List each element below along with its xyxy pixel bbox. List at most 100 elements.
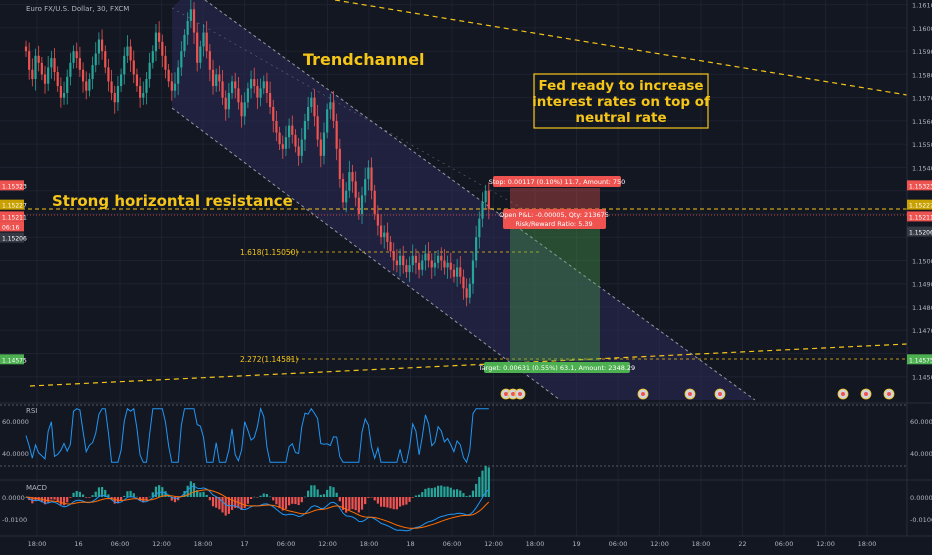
candle[interactable] (268, 81, 272, 115)
candle[interactable] (452, 263, 456, 283)
candle[interactable] (411, 244, 414, 273)
candle[interactable] (31, 58, 34, 87)
candle[interactable] (395, 249, 398, 273)
candle[interactable] (446, 255, 449, 279)
candle[interactable] (116, 76, 120, 111)
candle[interactable] (139, 77, 142, 108)
candle[interactable] (183, 29, 186, 57)
candle[interactable] (148, 52, 151, 88)
candle[interactable] (78, 46, 81, 77)
trendchannel-label[interactable]: Trendchannel (303, 50, 425, 69)
candle[interactable] (256, 78, 259, 110)
candle[interactable] (202, 23, 205, 57)
descending-trendline[interactable] (334, 0, 908, 96)
candle[interactable] (47, 56, 50, 91)
candle[interactable] (465, 278, 468, 307)
candle[interactable] (364, 167, 367, 203)
candle[interactable] (284, 125, 288, 157)
candle[interactable] (34, 48, 37, 91)
candle[interactable] (354, 171, 357, 207)
macd-pane[interactable]: MACD 0.0000 -0.0100 0.0000 -0.0100 (2, 465, 932, 532)
candle[interactable] (405, 259, 408, 278)
candle[interactable] (329, 93, 332, 120)
candle[interactable] (215, 68, 218, 92)
candle[interactable] (471, 251, 475, 294)
event-marker[interactable] (684, 388, 696, 400)
event-marker[interactable] (837, 388, 849, 400)
candle[interactable] (313, 89, 316, 127)
candle[interactable] (383, 225, 386, 249)
candle[interactable] (50, 50, 53, 79)
candle[interactable] (379, 214, 383, 245)
candle[interactable] (164, 45, 167, 79)
candle[interactable] (481, 192, 484, 228)
candle[interactable] (104, 45, 107, 74)
candle[interactable] (335, 113, 338, 161)
candle[interactable] (478, 211, 481, 249)
candle[interactable] (386, 222, 389, 251)
candle[interactable] (221, 70, 224, 105)
time-axis[interactable]: 18:00 16 06:00 12:00 18:00 17 06:00 12:00 18:00 1… (28, 540, 877, 548)
candle[interactable] (326, 103, 329, 139)
candle[interactable] (294, 129, 297, 153)
candle[interactable] (332, 90, 335, 129)
fed-note-box[interactable]: Fed ready to increase interest rates on … (532, 73, 710, 129)
candle[interactable] (414, 248, 418, 275)
candle[interactable] (351, 164, 354, 193)
candle[interactable] (126, 35, 129, 64)
candle[interactable] (322, 122, 326, 165)
candle[interactable] (177, 60, 180, 96)
candle[interactable] (66, 69, 69, 105)
candle[interactable] (227, 83, 230, 118)
candle[interactable] (151, 45, 154, 69)
candle[interactable] (43, 65, 47, 94)
candle[interactable] (113, 85, 116, 114)
candle[interactable] (373, 184, 376, 220)
candle[interactable] (427, 242, 430, 268)
candle[interactable] (110, 70, 113, 101)
candle[interactable] (192, 2, 196, 44)
candle[interactable] (310, 91, 313, 113)
event-marker[interactable] (860, 388, 872, 400)
candle[interactable] (487, 182, 490, 220)
candle[interactable] (24, 40, 28, 57)
candle[interactable] (456, 258, 459, 287)
candle[interactable] (237, 76, 240, 110)
candle[interactable] (278, 126, 281, 150)
candle[interactable] (408, 256, 411, 283)
candle[interactable] (303, 113, 307, 151)
candle[interactable] (281, 135, 284, 159)
candle[interactable] (170, 72, 173, 101)
candle[interactable] (120, 68, 123, 92)
candle[interactable] (145, 71, 148, 105)
candle[interactable] (199, 40, 202, 69)
candle[interactable] (367, 160, 370, 191)
candle[interactable] (262, 75, 265, 95)
candle[interactable] (449, 252, 452, 279)
candle[interactable] (297, 137, 300, 166)
candle[interactable] (97, 32, 101, 65)
channel-lower-line[interactable] (171, 107, 561, 401)
candle[interactable] (389, 236, 392, 257)
candle[interactable] (398, 248, 402, 277)
candle[interactable] (208, 43, 211, 82)
candle[interactable] (59, 77, 62, 108)
candle[interactable] (100, 29, 104, 60)
candle[interactable] (246, 82, 249, 109)
candle[interactable] (161, 34, 164, 68)
candle[interactable] (370, 157, 373, 200)
candle[interactable] (196, 22, 199, 72)
short-position-tool[interactable]: Stop: 0.00117 (0.10%) 11.7, Amount: 750 … (478, 176, 635, 373)
candle[interactable] (300, 128, 303, 164)
resistance-label[interactable]: Strong horizontal resistance (52, 192, 293, 210)
candle[interactable] (173, 72, 177, 98)
candle[interactable] (253, 67, 256, 94)
candle[interactable] (430, 253, 433, 279)
candle[interactable] (275, 110, 278, 142)
candle[interactable] (437, 250, 440, 269)
candle[interactable] (230, 75, 234, 99)
candle[interactable] (37, 45, 40, 72)
candle[interactable] (234, 72, 237, 99)
